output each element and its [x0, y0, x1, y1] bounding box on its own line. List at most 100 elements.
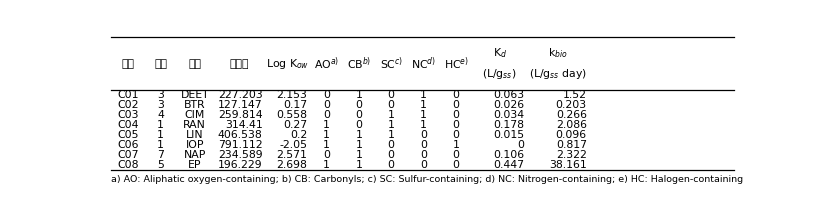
- Text: 0: 0: [452, 100, 460, 110]
- Text: 0.026: 0.026: [494, 100, 524, 110]
- Text: 3: 3: [157, 90, 164, 100]
- Text: 7: 7: [157, 150, 164, 160]
- Text: 5: 5: [157, 160, 164, 170]
- Text: 1: 1: [157, 130, 164, 140]
- Text: 0.178: 0.178: [494, 120, 524, 130]
- Text: 314.41: 314.41: [225, 120, 263, 130]
- Text: CB$^{b)}$: CB$^{b)}$: [347, 55, 371, 72]
- Text: 0.096: 0.096: [555, 130, 587, 140]
- Text: 0: 0: [355, 100, 363, 110]
- Text: 791.112: 791.112: [218, 140, 263, 150]
- Text: 0: 0: [323, 90, 330, 100]
- Text: RAN: RAN: [184, 120, 206, 130]
- Text: NC$^{d)}$: NC$^{d)}$: [411, 55, 436, 72]
- Text: LIN: LIN: [186, 130, 204, 140]
- Text: 1.52: 1.52: [563, 90, 587, 100]
- Text: HC$^{e)}$: HC$^{e)}$: [443, 55, 468, 72]
- Text: 0.17: 0.17: [283, 100, 307, 110]
- Text: 0.27: 0.27: [283, 120, 307, 130]
- Text: 0.2: 0.2: [290, 130, 307, 140]
- Text: C05: C05: [117, 130, 139, 140]
- Text: 개수: 개수: [154, 59, 167, 69]
- Text: 227.203: 227.203: [218, 90, 263, 100]
- Text: 0.447: 0.447: [494, 160, 524, 170]
- Text: EP: EP: [188, 160, 202, 170]
- Text: 0: 0: [387, 160, 395, 170]
- Text: 1: 1: [355, 90, 363, 100]
- Text: 0: 0: [387, 140, 395, 150]
- Text: 38.161: 38.161: [549, 160, 587, 170]
- Text: 0: 0: [452, 150, 460, 160]
- Text: CIM: CIM: [185, 110, 205, 120]
- Text: 0.817: 0.817: [555, 140, 587, 150]
- Text: 127.147: 127.147: [218, 100, 263, 110]
- Text: 259.814: 259.814: [218, 110, 263, 120]
- Text: 0.015: 0.015: [494, 130, 524, 140]
- Text: 0: 0: [420, 130, 427, 140]
- Text: 0: 0: [452, 110, 460, 120]
- Text: 2.322: 2.322: [556, 150, 587, 160]
- Text: 1: 1: [420, 120, 427, 130]
- Text: Log K$_{ow}$: Log K$_{ow}$: [266, 57, 309, 71]
- Text: 2.571: 2.571: [277, 150, 307, 160]
- Text: 0: 0: [420, 150, 427, 160]
- Text: C06: C06: [117, 140, 139, 150]
- Text: C08: C08: [117, 160, 139, 170]
- Text: 0: 0: [420, 160, 427, 170]
- Text: 1: 1: [323, 120, 330, 130]
- Text: 1: 1: [157, 120, 164, 130]
- Text: 196.229: 196.229: [218, 160, 263, 170]
- Text: C07: C07: [117, 150, 139, 160]
- Text: DEET: DEET: [180, 90, 209, 100]
- Text: (L/g$_{ss}$ day): (L/g$_{ss}$ day): [529, 67, 588, 81]
- Text: 분자량: 분자량: [230, 59, 250, 69]
- Text: 0.266: 0.266: [555, 110, 587, 120]
- Text: 0.106: 0.106: [494, 150, 524, 160]
- Text: NAP: NAP: [184, 150, 206, 160]
- Text: 0: 0: [387, 90, 395, 100]
- Text: 1: 1: [420, 100, 427, 110]
- Text: 234.589: 234.589: [218, 150, 263, 160]
- Text: 1: 1: [452, 140, 460, 150]
- Text: K$_{d}$: K$_{d}$: [493, 46, 507, 60]
- Text: 마커: 마커: [189, 59, 201, 69]
- Text: 1: 1: [323, 130, 330, 140]
- Text: 0: 0: [452, 120, 460, 130]
- Text: -2.05: -2.05: [279, 140, 307, 150]
- Text: C04: C04: [117, 120, 139, 130]
- Text: 1: 1: [355, 140, 363, 150]
- Text: 1: 1: [420, 110, 427, 120]
- Text: 0: 0: [323, 100, 330, 110]
- Text: C01: C01: [117, 90, 139, 100]
- Text: 0: 0: [323, 150, 330, 160]
- Text: 1: 1: [388, 120, 395, 130]
- Text: BTR: BTR: [184, 100, 206, 110]
- Text: 2.086: 2.086: [555, 120, 587, 130]
- Text: 0: 0: [355, 110, 363, 120]
- Text: 406.538: 406.538: [218, 130, 263, 140]
- Text: 2.698: 2.698: [277, 160, 307, 170]
- Text: 0: 0: [387, 150, 395, 160]
- Text: 0: 0: [323, 110, 330, 120]
- Text: IOP: IOP: [185, 140, 204, 150]
- Text: SC$^{c)}$: SC$^{c)}$: [380, 55, 403, 72]
- Text: 1: 1: [323, 140, 330, 150]
- Text: 4: 4: [157, 110, 164, 120]
- Text: (L/g$_{ss}$): (L/g$_{ss}$): [482, 67, 517, 81]
- Text: 1: 1: [420, 90, 427, 100]
- Text: k$_{bio}$: k$_{bio}$: [548, 46, 568, 60]
- Text: C03: C03: [117, 110, 139, 120]
- Text: 0.203: 0.203: [555, 100, 587, 110]
- Text: 1: 1: [323, 160, 330, 170]
- Text: 1: 1: [355, 150, 363, 160]
- Text: 0.063: 0.063: [494, 90, 524, 100]
- Text: 0.034: 0.034: [494, 110, 524, 120]
- Text: 0.558: 0.558: [277, 110, 307, 120]
- Text: 군집: 군집: [122, 59, 134, 69]
- Text: AO$^{a)}$: AO$^{a)}$: [314, 55, 339, 72]
- Text: 0: 0: [387, 100, 395, 110]
- Text: 3: 3: [157, 100, 164, 110]
- Text: 0: 0: [452, 160, 460, 170]
- Text: a) AO: Aliphatic oxygen-containing; b) CB: Carbonyls; c) SC: Sulfur-containing; : a) AO: Aliphatic oxygen-containing; b) C…: [110, 175, 742, 184]
- Text: 0: 0: [517, 140, 524, 150]
